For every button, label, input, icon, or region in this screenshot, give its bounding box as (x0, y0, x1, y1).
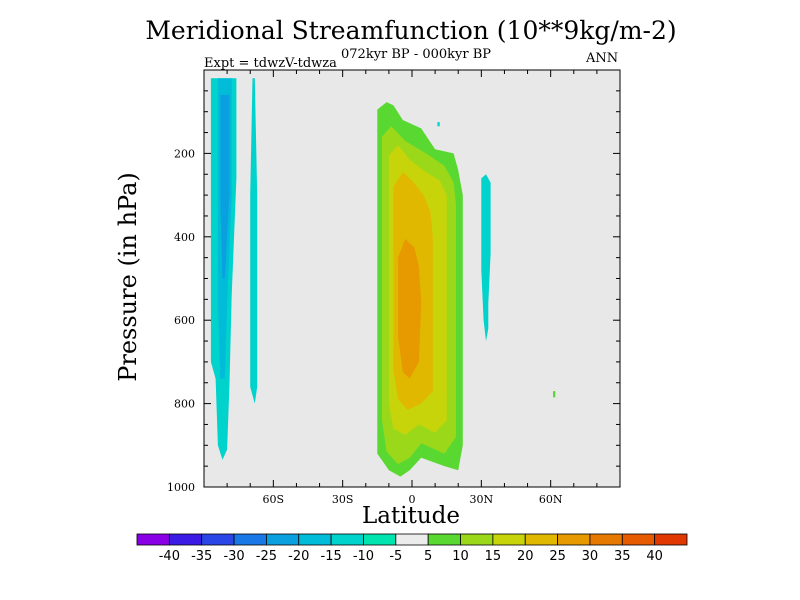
colorbar-label: -10 (353, 549, 374, 564)
x-axis-label: Latitude (362, 503, 460, 529)
season-label: ANN (586, 51, 619, 66)
colorbar-swatch (168, 533, 203, 546)
x-tick-label: 60N (539, 493, 563, 506)
contour-small-negative-speck (437, 122, 440, 127)
contour-fills (210, 78, 556, 477)
colorbar-swatch (524, 533, 558, 546)
axis-ticks: 200 400 600 800 1000 60S 30S 0 30N 60N (167, 70, 620, 506)
colorbar-swatch (557, 533, 591, 546)
colorbar-label: 25 (549, 549, 566, 564)
colorbar-label: -20 (288, 549, 309, 564)
colorbar-swatch (492, 533, 526, 546)
colorbar-swatch (136, 533, 170, 546)
chart-subtitle: 072kyr BP - 000kyr BP (341, 47, 492, 62)
colorbar-label: -35 (191, 549, 212, 564)
colorbar-label: 30 (582, 549, 599, 564)
contour-tropical-cell-core (398, 238, 422, 379)
colorbar-swatch (298, 533, 332, 546)
y-tick-label: 800 (174, 398, 195, 411)
colorbar-label: 10 (452, 549, 469, 564)
colorbar-label: 15 (485, 549, 502, 564)
y-tick-label: 200 (174, 147, 195, 160)
colorbar-label: -40 (159, 549, 180, 564)
colorbar-swatch (460, 533, 494, 546)
x-tick-label: 0 (409, 493, 416, 506)
colorbar-swatch (427, 533, 461, 546)
x-tick-label: 60S (263, 493, 285, 506)
contour-southern-cell-core (220, 95, 230, 279)
colorbar-label: 5 (424, 549, 432, 564)
colorbar-label: 20 (517, 549, 534, 564)
colorbar-swatch (266, 533, 300, 546)
x-tick-label: 30S (332, 493, 354, 506)
colorbar: -40 -35 -30 -25 -20 -15 -10 -5 5 10 15 20 25 30 35 40 (136, 533, 688, 564)
colorbar-label: 40 (646, 549, 663, 564)
colorbar-label: -25 (256, 549, 277, 564)
colorbar-swatch (654, 533, 688, 546)
colorbar-swatch (330, 533, 364, 546)
colorbar-label: -15 (321, 549, 342, 564)
contour-small-positive-speck (553, 391, 556, 398)
colorbar-label: 35 (614, 549, 631, 564)
contour-southern-band-60s (250, 78, 258, 404)
contour-northern-negative-band (481, 174, 491, 342)
colorbar-swatch (621, 533, 656, 546)
colorbar-label: -30 (223, 549, 244, 564)
y-tick-label: 600 (174, 314, 195, 327)
colorbar-swatch (233, 533, 267, 546)
colorbar-swatch (363, 533, 397, 546)
colorbar-swatch (201, 533, 235, 546)
colorbar-swatch (395, 533, 429, 546)
chart-title: Meridional Streamfunction (10**9kg/m-2) (145, 16, 677, 45)
colorbar-label: -5 (389, 549, 402, 564)
x-tick-label: 30N (470, 493, 494, 506)
y-tick-label: 400 (174, 231, 195, 244)
experiment-label: Expt = tdwzV-tdwza (204, 56, 337, 71)
y-tick-label: 1000 (167, 481, 195, 494)
colorbar-swatch (589, 533, 623, 546)
